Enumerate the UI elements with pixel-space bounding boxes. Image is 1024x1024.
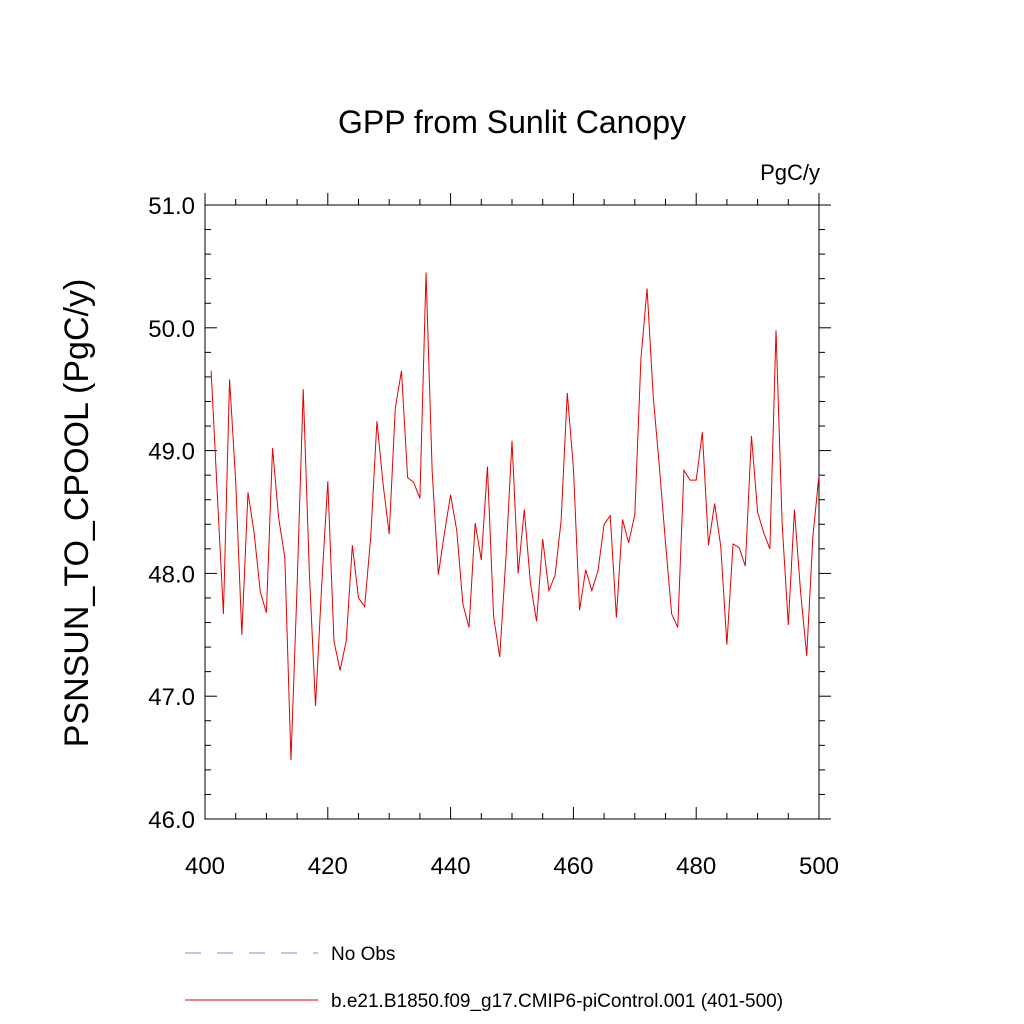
y-tick-label: 46.0: [148, 807, 195, 834]
y-tick-label: 49.0: [148, 439, 195, 466]
y-axis-title: PSNSUN_TO_CPOOL (PgC/y): [58, 279, 96, 748]
series-line: [210, 272, 820, 761]
x-tick-label: 440: [431, 853, 471, 880]
y-tick-label: 48.0: [148, 561, 195, 588]
legend-label: b.e21.B1850.f09_g17.CMIP6-piControl.001 …: [331, 991, 783, 1012]
plot-frame: [204, 204, 820, 820]
legend: No Obs b.e21.B1850.f09_g17.CMIP6-piContro…: [185, 944, 783, 1012]
legend-label: No Obs: [331, 944, 395, 965]
x-tick-label: 500: [799, 853, 839, 880]
y-tick-label: 50.0: [148, 316, 195, 343]
x-tick-label: 480: [676, 853, 716, 880]
x-tick-label: 420: [308, 853, 348, 880]
axis-ticks: [204, 193, 831, 820]
units-label: PgC/y: [760, 160, 820, 185]
data-series: [210, 272, 820, 761]
y-tick-label: 47.0: [148, 684, 195, 711]
x-tick-label: 400: [185, 853, 225, 880]
y-tick-label: 51.0: [148, 193, 195, 220]
axis-tick-labels: 400 420 440 460 480 500 46.0 47.0 48.0 49.0 50.0 51…: [148, 193, 839, 880]
x-tick-label: 460: [553, 853, 593, 880]
chart-title: GPP from Sunlit Canopy: [338, 104, 686, 140]
